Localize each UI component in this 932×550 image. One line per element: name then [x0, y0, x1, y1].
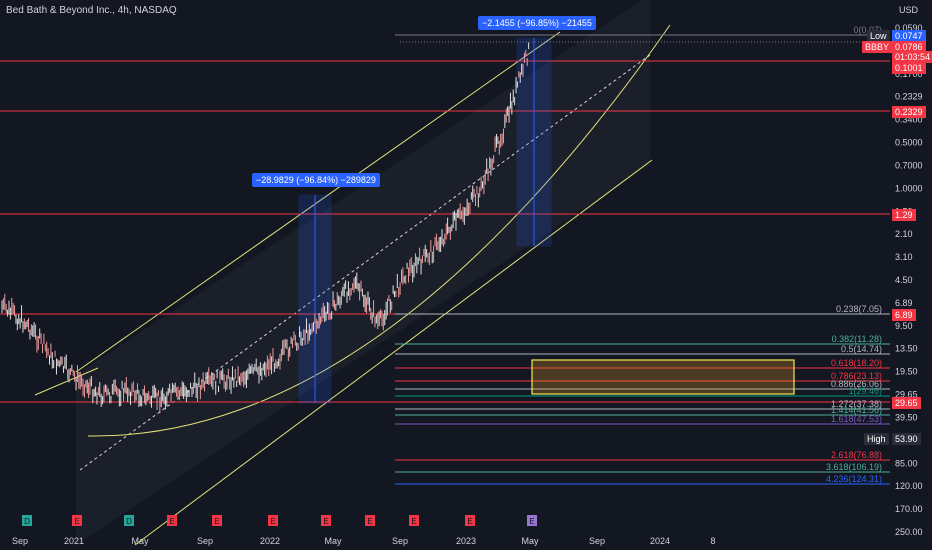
- x-tick-label: 2022: [260, 536, 280, 546]
- curve-support: [87, 24, 671, 437]
- x-tick-label: May: [521, 536, 539, 546]
- x-tick-label: Sep: [392, 536, 408, 546]
- y-tick-label: 13.50: [895, 344, 918, 354]
- low-label-badge: Low: [867, 30, 890, 42]
- event-icon: [22, 515, 32, 526]
- fib-label: 4.236(124.31): [826, 474, 882, 484]
- y-tick-label: 6.89: [895, 298, 913, 308]
- level-badge-5: 29.65: [892, 397, 921, 409]
- channel-upper: [75, 31, 561, 373]
- y-tick-label: 4.50: [895, 275, 913, 285]
- event-icon-label: E: [467, 517, 472, 526]
- event-icon-label: E: [323, 517, 328, 526]
- y-tick-label: 9.50: [895, 321, 913, 331]
- event-icon-label: D: [126, 517, 132, 526]
- channel-fill: [76, 0, 650, 545]
- fib-label: 0.786(23.13): [831, 371, 882, 381]
- fib-label: 0.238(7.05): [836, 304, 882, 314]
- fib-label: 0.5(14.74): [841, 344, 882, 354]
- y-tick-label: 0.0590: [895, 23, 923, 33]
- fib-label: 3.618(106.19): [826, 462, 882, 472]
- event-icon: [124, 515, 134, 526]
- fib-label: 1.272(37.38): [831, 399, 882, 409]
- y-tick-label: 1.0000: [895, 183, 923, 193]
- currency-label: USD: [898, 5, 918, 15]
- symbol-price-badge: 0.0786: [892, 41, 926, 53]
- event-icon: [72, 515, 82, 526]
- x-tick-label: Sep: [197, 536, 213, 546]
- fib-label: 2.618(76.88): [831, 450, 882, 460]
- event-icon: [268, 515, 278, 526]
- fib-label: 0.382(11.28): [832, 334, 882, 344]
- event-icon: [409, 515, 419, 526]
- fib-label: 0.886(26.06): [831, 379, 882, 389]
- chart-title: Bed Bath & Beyond Inc., 4h, NASDAQ: [6, 5, 177, 16]
- y-tick-label: 3.10: [895, 252, 913, 262]
- x-tick-label: 8: [710, 536, 715, 546]
- y-tick-label: 170.00: [895, 504, 923, 514]
- level-badge-3: 1.29: [892, 209, 916, 221]
- x-tick-label: Sep: [12, 536, 28, 546]
- y-tick-label: 120.00: [895, 481, 923, 491]
- fib-label: 0.618(18.20): [831, 358, 882, 368]
- countdown-badge: 01:03:54: [892, 51, 932, 63]
- y-tick-label: 29.65: [895, 390, 918, 400]
- event-icon-label: E: [74, 517, 79, 526]
- zone-box-fill: [532, 360, 794, 394]
- event-icon: [212, 515, 222, 526]
- zone-box: [531, 359, 795, 395]
- y-tick-label: 19.50: [895, 367, 918, 377]
- low-value-badge: 0.0747: [892, 30, 926, 42]
- y-tick-label: 0.5000: [895, 138, 923, 148]
- fib-label: 1(29.46): [848, 386, 882, 396]
- level-badge-1: 0.1001: [892, 62, 926, 74]
- event-icon-label: E: [411, 517, 416, 526]
- event-icon-label: E: [214, 517, 219, 526]
- event-icon: [465, 515, 475, 526]
- x-tick-label: May: [324, 536, 342, 546]
- symbol-badge: BBBY: [862, 41, 893, 53]
- high-label-badge: High: [864, 433, 889, 445]
- fib-label: 1.414(41.56): [831, 405, 882, 415]
- level-badge-2: 0.2329: [892, 106, 926, 118]
- event-icon: [321, 515, 331, 526]
- x-tick-label: 2023: [456, 536, 476, 546]
- y-tick-label: 39.50: [895, 412, 918, 422]
- event-icon-label: E: [270, 517, 275, 526]
- measure-tag-2022[interactable]: −28.9829 (−96.84%) −289829: [252, 173, 380, 187]
- event-icon-label: E: [529, 517, 534, 526]
- event-icon: [167, 515, 177, 526]
- fib-label: 1.618(47.53): [831, 414, 882, 424]
- high-value-badge: 53.90: [892, 433, 921, 445]
- channel-lower: [134, 159, 653, 546]
- x-tick-label: 2024: [650, 536, 670, 546]
- event-icon-label: E: [367, 517, 372, 526]
- y-tick-label: 85.00: [895, 458, 918, 468]
- event-icon-label: D: [24, 517, 30, 526]
- level-badge-4: 6.89: [892, 309, 916, 321]
- y-tick-label: 0.7000: [895, 160, 923, 170]
- x-tick-label: Sep: [589, 536, 605, 546]
- measure-tag-2023[interactable]: −2.1455 (−96.85%) −21455: [478, 16, 596, 30]
- short-trend: [34, 367, 99, 396]
- event-icon-label: E: [169, 517, 174, 526]
- y-tick-label: 0.2329: [895, 92, 923, 102]
- y-tick-label: 0.3400: [895, 115, 923, 125]
- x-tick-label: 2021: [64, 536, 84, 546]
- event-icon: [365, 515, 375, 526]
- event-icon: [527, 515, 537, 526]
- y-tick-label: 250.00: [895, 527, 923, 537]
- y-tick-label: 2.10: [895, 229, 913, 239]
